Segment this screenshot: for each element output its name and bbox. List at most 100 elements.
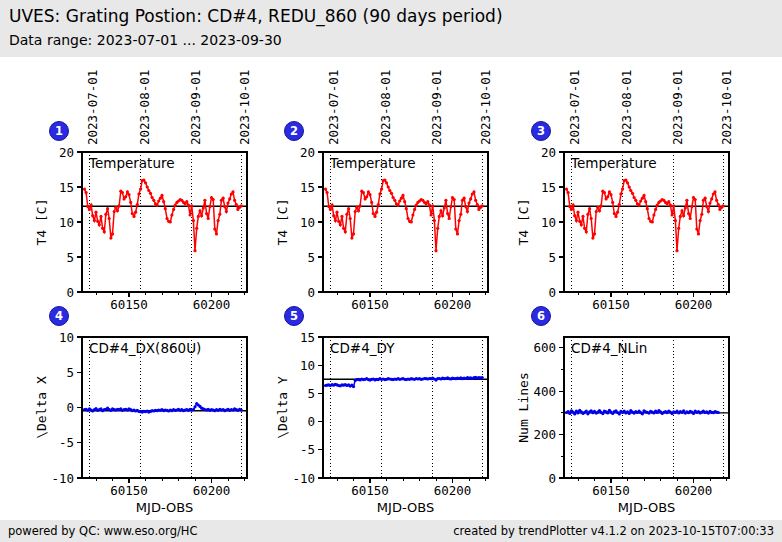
y-tick-label: 10 [300,215,315,230]
temperature-point [388,189,391,192]
temperature-point [634,199,637,202]
x-axis-title: MJD-OBS [136,500,193,515]
temperature-point [144,181,147,184]
temperature-point [240,204,243,207]
temperature-point [608,190,611,193]
temperature-point [392,196,395,199]
temperature-point [159,197,162,200]
temperature-point [616,211,619,214]
temperature-point [641,197,644,200]
temperature-point [654,208,657,211]
temperature-point [344,230,347,233]
cd4_dx-point [192,408,195,411]
date-label: 2023-07-01 [567,70,582,145]
temperature-point [476,203,479,206]
temperature-point [192,219,195,222]
temperature-point [134,211,137,214]
cd4_nlin-point [717,411,720,414]
temperature-point [667,200,670,203]
y-tick-label: 5 [307,386,315,401]
temperature-point [162,200,165,203]
temperature-point [157,199,160,202]
temperature-point [463,197,466,200]
temperature-point [132,215,135,218]
temperature-point [567,191,570,194]
temperature-point [226,202,229,205]
y-axis-label: Num Lines [516,372,531,442]
temperature-point [345,213,348,216]
x-tick-label: 60150 [592,297,630,312]
temperature-point [225,210,228,213]
temperature-point [596,206,599,209]
plot-5: -10-50510156015060200CD#4_DY\Delta YMJD-… [275,330,488,516]
temperature-point [708,202,711,205]
temperature-point [700,213,703,216]
plot-2-badge: 2 [284,121,304,141]
temperature-point [413,208,416,211]
temperature-point [443,206,446,209]
temperature-point [332,214,335,217]
plot-4-badge: 4 [49,306,69,326]
y-tick-label: 20 [541,145,556,160]
temperature-point [223,205,226,208]
temperature-point [327,205,330,208]
temperature-point [380,188,383,191]
x-tick-label: 60150 [110,297,148,312]
temperature-point [590,217,593,220]
temperature-point [467,202,470,205]
y-tick-label: 600 [533,340,556,355]
x-tick-label: 60200 [675,483,713,498]
temperature-point [697,232,700,235]
temperature-point [647,217,650,220]
temperature-point [652,213,655,216]
footer-qc-link: powered by QC: www.eso.org/HC [8,524,197,538]
temperature-point [585,230,588,233]
temperature-point [671,213,674,216]
temperature-point [614,215,617,218]
temperature-point [355,206,358,209]
temperature-point [430,213,433,216]
y-tick-label: 20 [300,145,315,160]
date-label: 2023-10-01 [478,70,493,145]
temperature-point [103,230,106,233]
axis-box [323,152,488,292]
temperature-point [464,205,467,208]
temperature-point [583,227,586,230]
y-tick-label: 0 [307,285,315,300]
temperature-point [233,199,236,202]
temperature-point [438,215,441,218]
temperature-point [403,200,406,203]
footer-created-by: created by trendPlotter v4.1.2 on 2023-1… [453,524,774,538]
y-tick-label: -5 [300,442,315,457]
x-tick-label: 60200 [434,483,472,498]
temperature-point [680,209,683,212]
temperature-point [568,205,571,208]
temperature-point [114,206,117,209]
temperature-point [458,219,461,222]
temperature-point [324,188,327,191]
temperature-point [93,219,96,222]
temperature-point [436,227,439,230]
temperature-point [160,194,163,197]
axis-box [564,152,729,292]
temperature-point [337,220,340,223]
temperature-point [431,204,434,207]
temperature-point [83,188,86,191]
y-tick-label: 5 [66,250,74,265]
temperature-point [106,207,109,210]
temperature-point [149,192,152,195]
temperature-point [228,197,231,200]
temperature-point [169,220,172,223]
temperature-point [131,212,134,215]
temperature-point [207,217,210,220]
date-label: 2023-09-01 [670,70,685,145]
temperature-point [441,214,444,217]
temperature-point [352,232,355,235]
temperature-point [397,204,400,207]
temperature-point [218,213,221,216]
y-tick-label: 200 [533,427,556,442]
cd4_nlin-point [573,412,576,415]
temperature-point [121,191,124,194]
y-axis-label: T4 [C] [516,199,531,246]
temperature-point [611,201,614,204]
